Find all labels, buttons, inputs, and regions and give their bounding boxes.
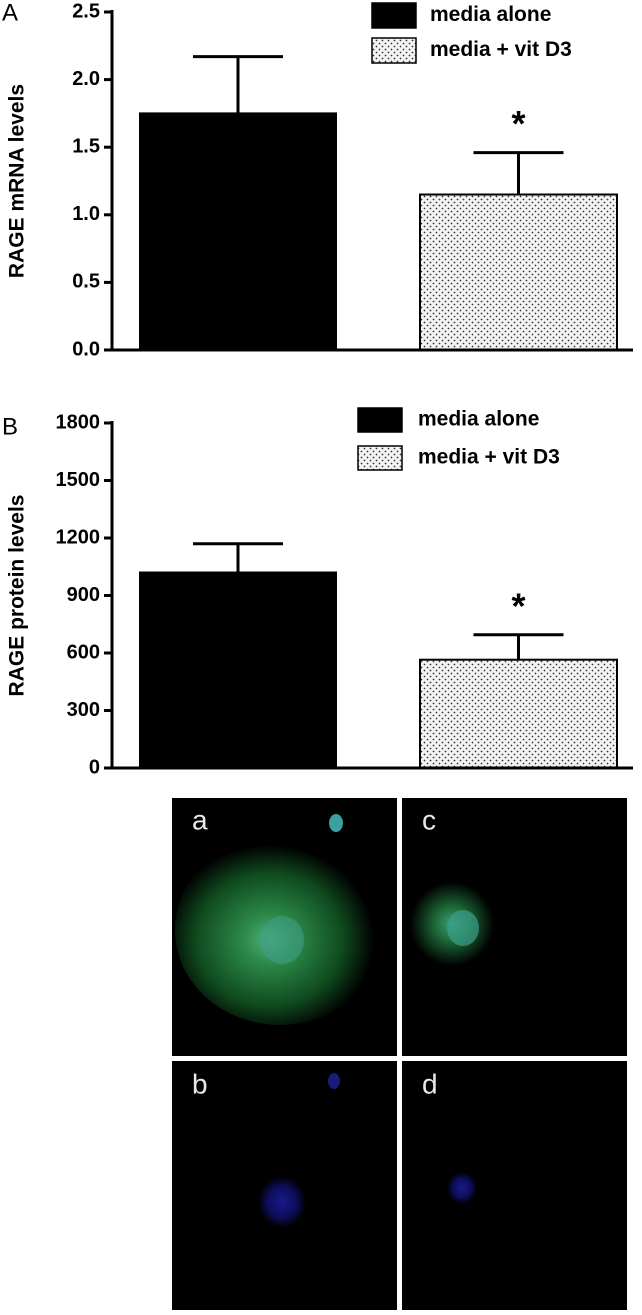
significance-marker: * xyxy=(511,585,525,626)
y-tick-label: 300 xyxy=(67,699,100,721)
legend-label: media alone xyxy=(418,408,539,431)
bar xyxy=(419,658,618,769)
legend-swatch xyxy=(357,407,403,433)
y-tick-label: 0.0 xyxy=(72,338,100,360)
bar xyxy=(139,571,337,769)
y-axis-label: RAGE mRNA levels xyxy=(6,84,29,278)
micrograph xyxy=(402,1061,627,1310)
y-tick-label: 0.5 xyxy=(72,271,100,293)
nucleus xyxy=(260,916,304,964)
panel-label: B xyxy=(2,413,18,440)
image-label: b xyxy=(192,1068,208,1099)
legend-swatch xyxy=(371,2,417,29)
y-tick-label: 1.5 xyxy=(72,135,100,157)
y-tick-label: 0 xyxy=(89,756,100,778)
panel-label: A xyxy=(2,0,18,26)
cell xyxy=(329,814,343,832)
y-tick-label: 1.0 xyxy=(72,203,100,225)
legend-label: media + vit D3 xyxy=(418,446,560,469)
nucleus xyxy=(447,910,479,946)
y-tick-label: 1500 xyxy=(56,469,101,491)
image-label: d xyxy=(422,1068,438,1099)
bar xyxy=(139,112,337,352)
legend-swatch xyxy=(371,37,417,64)
image-label: c xyxy=(422,804,436,835)
micrographs xyxy=(172,798,627,1310)
y-tick-label: 2.5 xyxy=(72,0,100,22)
legend-swatch xyxy=(357,445,403,471)
y-axis-label: RAGE protein levels xyxy=(6,495,29,697)
legend-label: media alone xyxy=(430,3,551,26)
y-tick-label: 600 xyxy=(67,641,100,663)
nucleus xyxy=(328,1073,340,1089)
y-tick-label: 2.0 xyxy=(72,68,100,90)
bar xyxy=(419,193,618,351)
significance-marker: * xyxy=(511,103,525,144)
nucleus xyxy=(447,1172,477,1204)
y-tick-label: 900 xyxy=(67,584,100,606)
y-tick-label: 1200 xyxy=(56,526,101,548)
legend-label: media + vit D3 xyxy=(430,38,572,61)
nucleus xyxy=(258,1176,306,1228)
image-label: a xyxy=(192,804,208,835)
y-tick-label: 1800 xyxy=(56,411,101,433)
